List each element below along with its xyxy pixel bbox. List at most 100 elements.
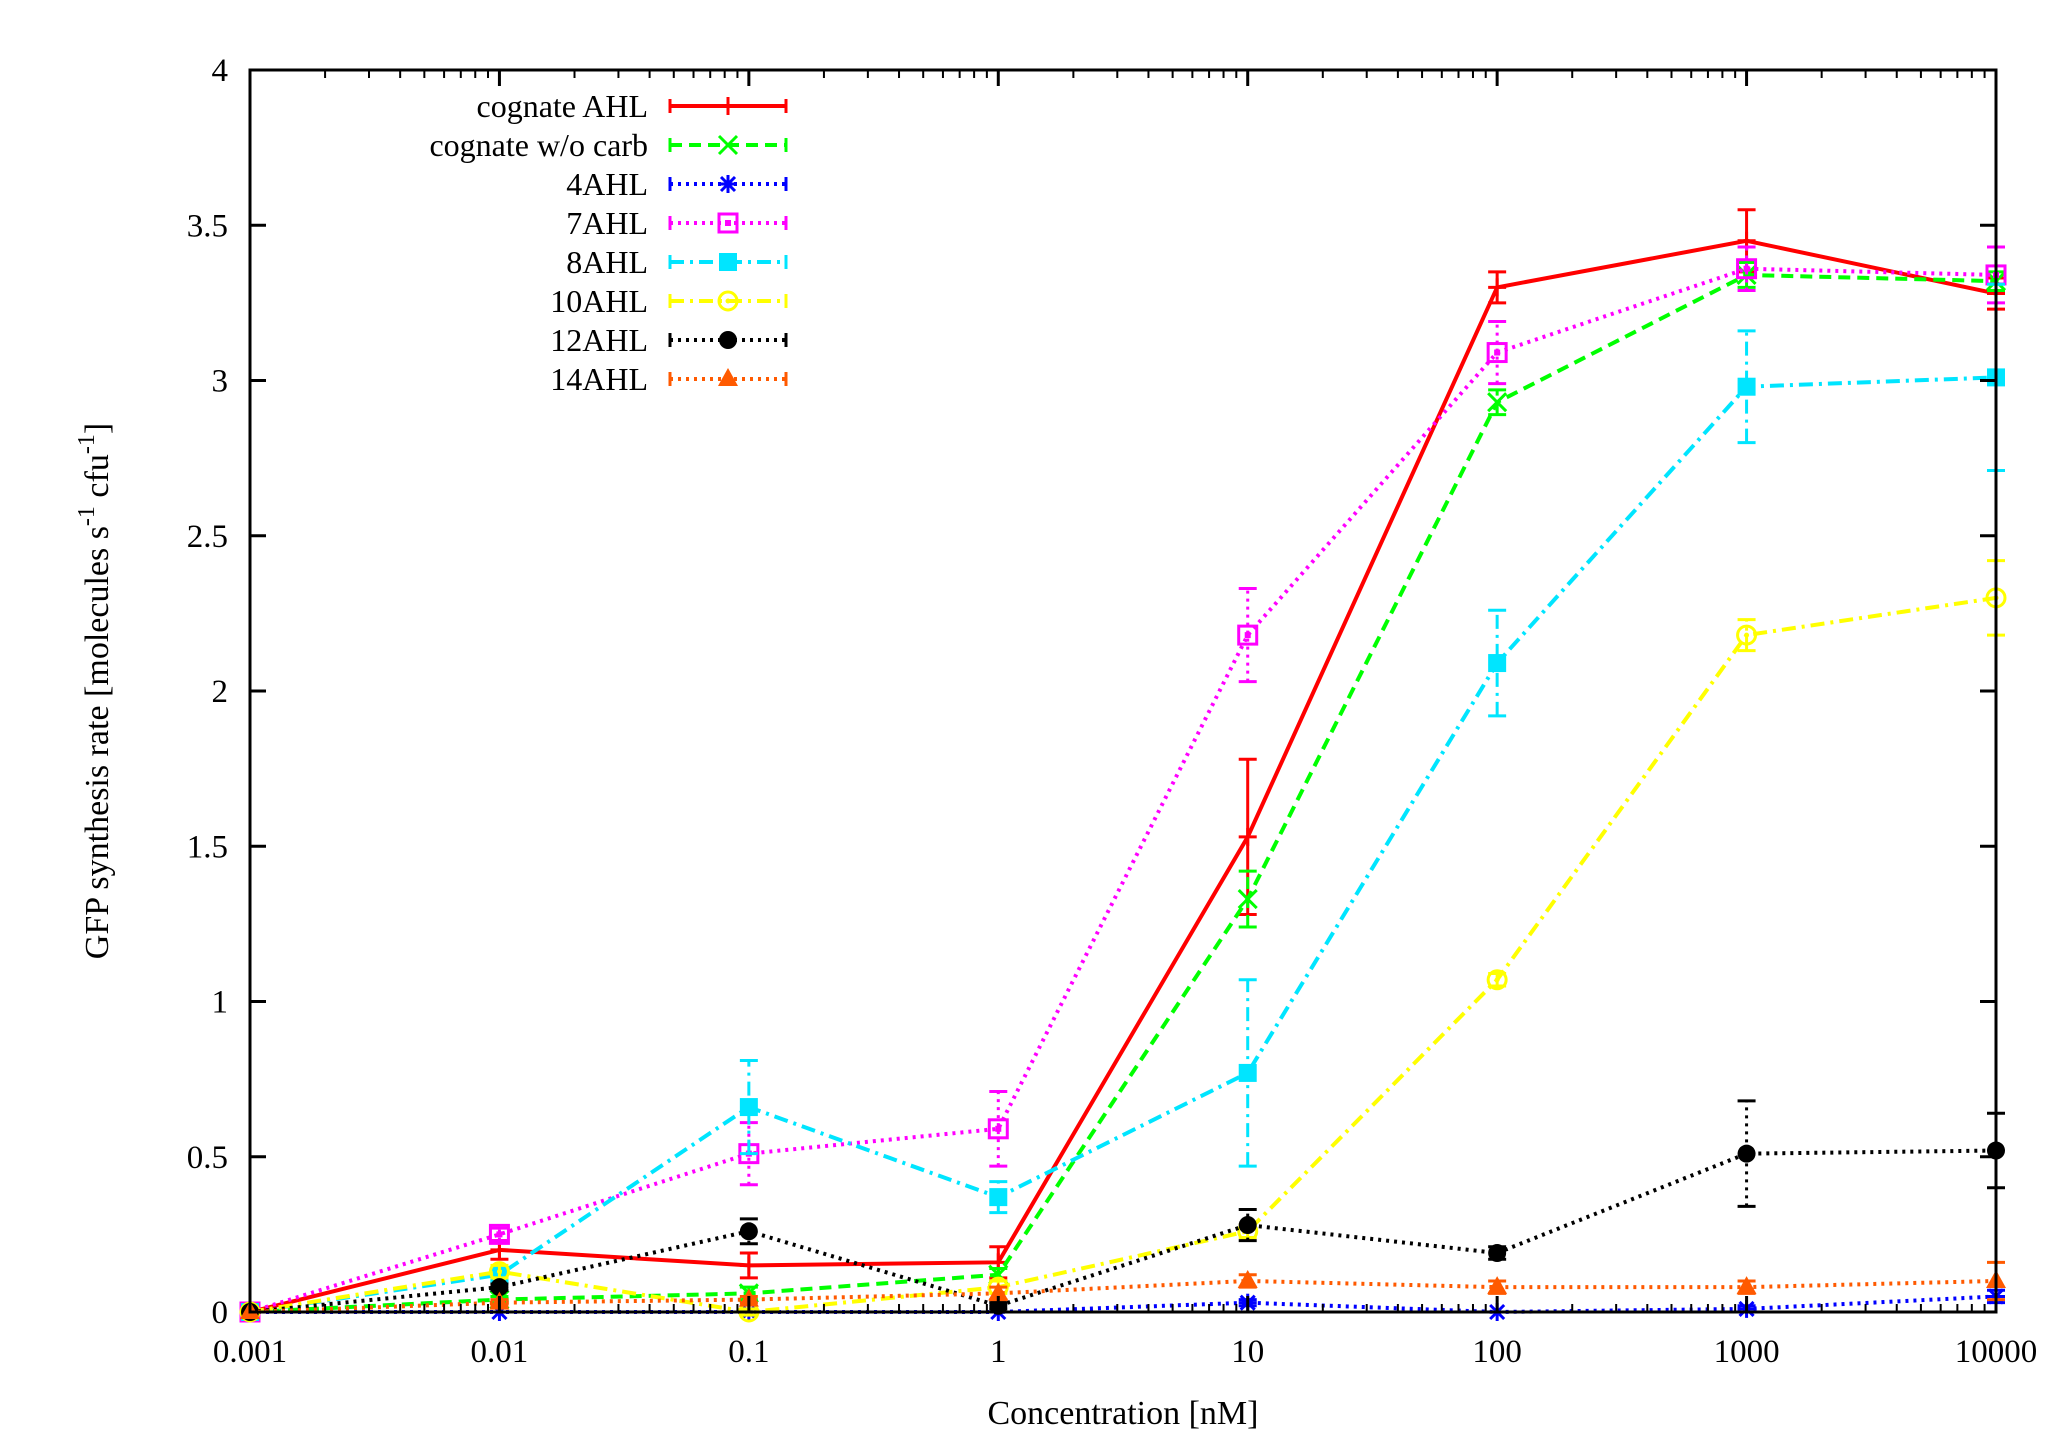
legend-marker: [717, 212, 739, 234]
data-point: [1737, 377, 1756, 396]
series-line: [249, 375, 1997, 1314]
y-axis-label-exp2: -1: [74, 434, 100, 454]
y-tick-label: 2.5: [187, 519, 228, 555]
data-point: [1487, 392, 1508, 413]
data-point: [1736, 624, 1758, 646]
y-axis-label-exp1: -1: [74, 506, 100, 526]
legend-item-12ahl: 12AHL: [550, 322, 788, 358]
y-axis-label-close: ]: [79, 423, 116, 434]
data-point: [989, 1188, 1008, 1207]
x-tick-label: 0.01: [471, 1334, 529, 1370]
error-bar: [739, 1217, 758, 1246]
error-bar: [1488, 320, 1507, 386]
series-layer: [239, 208, 2007, 1323]
data-point: [1736, 258, 1758, 280]
error-bar: [490, 1226, 509, 1243]
legend-label: 8AHL: [566, 244, 648, 280]
series-8ahl: [241, 282, 2005, 1321]
y-tick-label: 1: [212, 985, 229, 1021]
error-bar: [1488, 608, 1507, 718]
y-axis-label-main: GFP synthesis rate [molecules s: [79, 526, 116, 959]
legend-label: 10AHL: [550, 283, 648, 319]
data-point: [1237, 1269, 1258, 1288]
data-point: [1488, 278, 1507, 297]
y-tick-label: 0: [212, 1295, 229, 1331]
x-tick-label: 1000: [1714, 1334, 1780, 1370]
series-line: [250, 1294, 1997, 1315]
data-point: [1486, 342, 1508, 364]
data-point: [1238, 1063, 1257, 1082]
data-point: [988, 1282, 1009, 1301]
y-tick-label: 2: [212, 674, 229, 710]
legend-label: 14AHL: [550, 361, 648, 397]
data-point: [490, 1278, 509, 1297]
legend-item-10ahl: 10AHL: [550, 283, 788, 319]
x-tick-label: 0.001: [213, 1334, 287, 1370]
series-line: [249, 272, 1997, 1314]
legend-marker: [717, 134, 739, 156]
legend-label: 7AHL: [566, 205, 648, 241]
data-point: [1238, 827, 1257, 846]
data-point: [1237, 888, 1258, 910]
legend-item-8ahl: 8AHL: [566, 244, 788, 280]
data-point: [739, 1256, 758, 1275]
data-point: [739, 1222, 758, 1241]
legend-label: cognate w/o carb: [429, 127, 648, 163]
data-point: [1488, 654, 1507, 673]
data-point: [1736, 1276, 1757, 1295]
legend-label: cognate AHL: [477, 88, 649, 124]
y-tick-label: 3: [212, 364, 229, 400]
data-point: [1488, 1244, 1507, 1263]
plot-frame: [248, 68, 1998, 1314]
x-axis-label: Concentration [nM]: [988, 1395, 1259, 1432]
error-bar: [1238, 587, 1257, 684]
legend-item-7ahl: 7AHL: [566, 205, 788, 241]
y-tick-label: 1.5: [187, 829, 228, 865]
legend-marker: [717, 290, 739, 312]
series-line: [249, 238, 1997, 1314]
data-point: [1237, 624, 1259, 646]
series-cognate-w-o-carb: [239, 261, 2007, 1323]
x-tick-label: 10000: [1955, 1334, 2038, 1370]
x-tick-label: 10: [1231, 1334, 1264, 1370]
legend-item-cognate-ahl: cognate AHL: [477, 88, 788, 124]
series-line: [249, 266, 1997, 1314]
legend-marker: [718, 368, 738, 386]
tick-layer: 0.001 0.01 0.1 1 10 100 1000 10000 0 0.5 1 1.5 2 2.5 3…: [187, 53, 2038, 1370]
error-bar: [1488, 388, 1507, 417]
legend-marker: [719, 175, 737, 193]
data-point: [1737, 1144, 1756, 1163]
series-line: [249, 595, 1997, 1315]
y-axis-label-unit: cfu: [79, 454, 116, 506]
legend-label: 12AHL: [550, 322, 648, 358]
error-bar: [989, 1180, 1008, 1215]
error-bar: [989, 1090, 1008, 1168]
error-bar: [1737, 1099, 1756, 1208]
legend-item-4ahl: 4AHL: [566, 166, 788, 202]
y-tick-label: 4: [212, 53, 229, 89]
data-point: [488, 1223, 510, 1245]
y-tick-label: 0.5: [187, 1140, 228, 1176]
data-point: [1486, 969, 1508, 991]
error-bar: [1737, 245, 1756, 292]
legend-item-14ahl: 14AHL: [550, 361, 788, 397]
data-point: [739, 1098, 758, 1117]
legend-label: 4AHL: [566, 166, 648, 202]
data-point: [1487, 1276, 1508, 1295]
error-bar: [1737, 329, 1756, 445]
series-line: [249, 1148, 1997, 1314]
data-point: [1238, 1216, 1257, 1235]
legend-marker: [719, 331, 737, 349]
error-bar: [1238, 1208, 1257, 1243]
y-axis-label: GFP synthesis rate [molecules s-1 cfu-1]: [74, 423, 116, 959]
legend-marker: [719, 97, 737, 115]
x-tick-label: 1: [990, 1334, 1007, 1370]
x-tick-label: 0.1: [728, 1334, 769, 1370]
legend-item-cognate-w-o-carb: cognate w/o carb: [429, 127, 788, 163]
error-bar: [739, 1058, 758, 1156]
series-line: [249, 1278, 1997, 1314]
y-tick-label: 3.5: [187, 208, 228, 244]
legend-marker: [719, 253, 737, 271]
